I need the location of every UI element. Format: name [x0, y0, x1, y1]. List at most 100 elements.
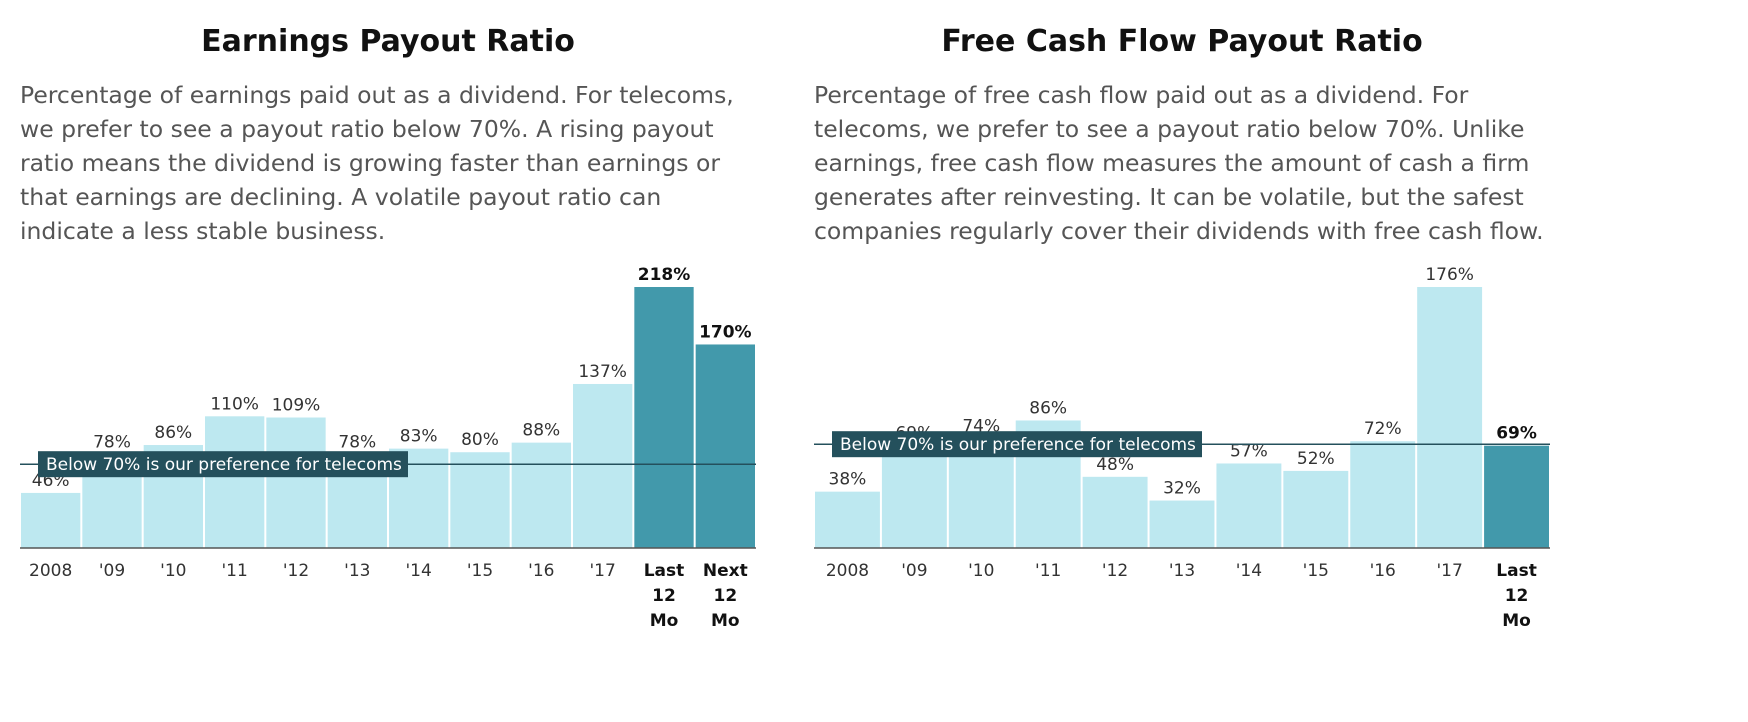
x-tick-label-line: 2008: [826, 561, 869, 581]
x-tick-label-line: '10: [968, 561, 994, 581]
bar-4: [1082, 476, 1148, 548]
bar-4: [266, 417, 326, 548]
x-tick-label-5: '13: [1169, 561, 1195, 581]
x-tick-label-line: '09: [99, 561, 125, 581]
data-label-8: 72%: [1364, 419, 1402, 439]
bar-0: [21, 492, 81, 548]
bar-10: [1484, 445, 1549, 548]
bar-5: [1149, 500, 1215, 548]
chart-title: Earnings Payout Ratio: [201, 24, 575, 59]
x-tick-label-line: '12: [1102, 561, 1128, 581]
x-tick-label-line: '09: [901, 561, 927, 581]
bar-0: [815, 491, 880, 548]
x-tick-label-line: '13: [344, 561, 370, 581]
x-tick-label-7: '15: [467, 561, 493, 581]
data-label-8: 88%: [522, 421, 560, 441]
x-tick-label-3: '11: [1035, 561, 1061, 581]
x-tick-label-11: Next 12 Mo: [703, 561, 748, 631]
data-label-6: 57%: [1230, 441, 1268, 461]
threshold-label-box: [38, 451, 408, 478]
x-tick-label-line: 12: [652, 586, 676, 606]
x-tick-label-line: Next: [703, 561, 748, 581]
data-label-7: 80%: [461, 430, 499, 450]
x-tick-label-line: '16: [1370, 561, 1396, 581]
threshold-label: Below 70% is our preference for telecoms: [832, 431, 1202, 458]
x-tick-label-line: Last: [1496, 561, 1537, 581]
data-label-6: 83%: [400, 427, 438, 447]
chart-title: Free Cash Flow Payout Ratio: [941, 24, 1423, 59]
x-tick-label-line: Mo: [711, 611, 740, 631]
threshold-label: Below 70% is our preference for telecoms: [38, 451, 408, 478]
threshold-label-text: Below 70% is our preference for telecoms: [46, 455, 402, 475]
x-tick-label-line: Mo: [650, 611, 679, 631]
bar-9: [1417, 287, 1483, 548]
data-label-5: 78%: [338, 433, 376, 453]
data-label-2: 86%: [154, 423, 192, 443]
bar-7: [450, 452, 510, 548]
x-tick-label-line: Mo: [1502, 611, 1531, 631]
data-label-11: 170%: [699, 322, 752, 342]
x-tick-label-8: '16: [528, 561, 554, 581]
x-tick-label-0: 2008: [826, 561, 869, 581]
bar-10: [634, 287, 694, 548]
x-tick-label-1: '09: [901, 561, 927, 581]
x-tick-label-line: '14: [406, 561, 432, 581]
x-tick-label-line: '12: [283, 561, 309, 581]
earnings-payout-panel: Earnings Payout Ratio Percentage of earn…: [20, 0, 756, 722]
x-tick-label-2: '10: [160, 561, 186, 581]
data-label-7: 52%: [1297, 449, 1335, 469]
x-tick-label-10: Last 12 Mo: [644, 561, 685, 631]
x-tick-label-9: '17: [1436, 561, 1462, 581]
fcf-payout-panel: Free Cash Flow Payout Ratio Percentage o…: [814, 0, 1550, 722]
data-label-4: 48%: [1096, 455, 1134, 475]
x-tick-label-9: '17: [590, 561, 616, 581]
bar-9: [573, 383, 633, 548]
x-tick-label-4: '12: [283, 561, 309, 581]
x-tick-label-line: '17: [590, 561, 616, 581]
x-tick-label-8: '16: [1370, 561, 1396, 581]
x-tick-label-line: '10: [160, 561, 186, 581]
data-label-10: 218%: [638, 265, 691, 285]
x-tick-label-line: 2008: [29, 561, 72, 581]
x-tick-label-line: '17: [1436, 561, 1462, 581]
x-tick-label-5: '13: [344, 561, 370, 581]
data-label-1: 78%: [93, 433, 131, 453]
x-tick-label-line: '16: [528, 561, 554, 581]
data-label-10: 69%: [1496, 424, 1537, 444]
x-tick-label-line: Last: [644, 561, 685, 581]
x-tick-label-6: '14: [1236, 561, 1262, 581]
x-tick-label-4: '12: [1102, 561, 1128, 581]
x-tick-label-3: '11: [222, 561, 248, 581]
bar-8: [511, 442, 571, 548]
x-tick-label-line: '11: [222, 561, 248, 581]
data-label-0: 38%: [829, 470, 867, 490]
x-tick-label-line: '13: [1169, 561, 1195, 581]
data-label-5: 32%: [1163, 479, 1201, 499]
bar-8: [1350, 441, 1416, 548]
bar-11: [695, 344, 755, 548]
x-tick-label-10: Last 12 Mo: [1496, 561, 1537, 631]
earnings-payout-chart: 46%78% 86%110% 109%78% 83% 80% 88%137%218%170…: [20, 265, 756, 631]
threshold-label-text: Below 70% is our preference for telecoms: [840, 435, 1196, 455]
x-tick-label-line: 12: [713, 586, 737, 606]
x-tick-label-line: '11: [1035, 561, 1061, 581]
x-tick-label-line: '14: [1236, 561, 1262, 581]
bar-6: [1216, 463, 1282, 548]
data-label-9: 176%: [1425, 265, 1474, 285]
bar-3: [205, 416, 265, 548]
data-label-3: 86%: [1029, 398, 1067, 418]
x-tick-label-1: '09: [99, 561, 125, 581]
threshold-label-box: [832, 431, 1202, 458]
bar-1: [881, 445, 947, 548]
x-tick-label-6: '14: [406, 561, 432, 581]
x-tick-label-line: '15: [1303, 561, 1329, 581]
x-tick-label-0: 2008: [29, 561, 72, 581]
bar-7: [1283, 470, 1349, 548]
fcf-payout-chart: 38%69%74%86%48%32%57%52%72%176%69%Below …: [814, 265, 1550, 631]
data-label-4: 109%: [272, 396, 321, 416]
chart-description: Percentage of earnings paid out as a div…: [20, 81, 734, 245]
x-tick-label-7: '15: [1303, 561, 1329, 581]
data-label-3: 110%: [210, 394, 259, 414]
x-tick-label-line: '15: [467, 561, 493, 581]
chart-description: Percentage of free cash flow paid out as…: [814, 81, 1544, 245]
